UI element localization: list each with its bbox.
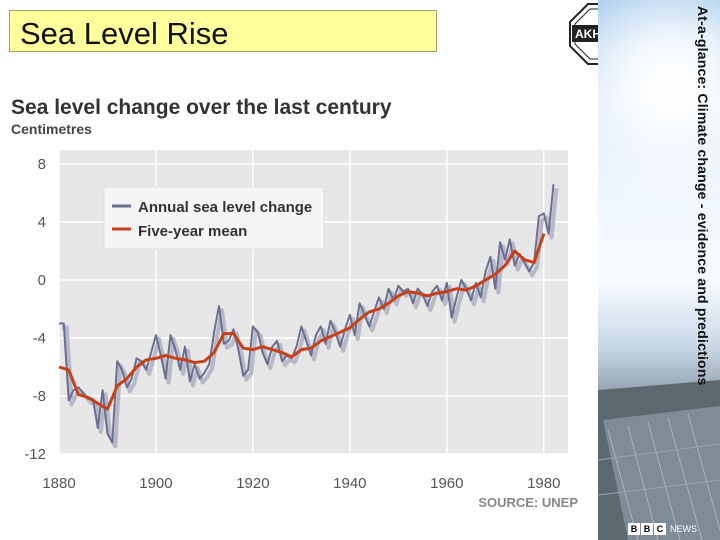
bbc-news-badge: B B C NEWS — [628, 519, 716, 536]
legend-label-mean: Five-year mean — [138, 223, 247, 240]
badge-word: NEWS — [670, 524, 697, 534]
ground-image — [598, 380, 720, 540]
x-tick-label: 1880 — [42, 475, 75, 492]
y-tick-label: 4 — [38, 214, 46, 231]
series-line-annual — [59, 184, 555, 444]
legend-box — [103, 186, 325, 250]
badge-letter: B — [641, 523, 653, 535]
legend-label-annual: Annual sea level change — [138, 199, 312, 216]
chart-title: Sea level change over the last century — [11, 96, 392, 119]
y-axis-label: Centimetres — [11, 121, 92, 137]
chart-legend: Annual sea level change Five-year mean — [103, 186, 325, 250]
x-tick-label: 1980 — [527, 475, 560, 492]
y-tick-labels: 8 4 0 -4 -8 -12 — [24, 156, 46, 463]
y-tick-label: -12 — [24, 446, 46, 463]
badge-letter: B — [628, 523, 640, 535]
slide-title: Sea Level Rise — [20, 16, 229, 51]
sea-level-chart: Sea level change over the last century C… — [11, 96, 578, 510]
y-tick-label: -8 — [33, 388, 46, 405]
y-tick-label: 8 — [38, 156, 46, 173]
sun-glare — [598, 0, 720, 300]
slide-title-box: Sea Level Rise — [9, 10, 437, 52]
y-tick-label: -4 — [33, 330, 46, 347]
x-tick-label: 1940 — [333, 475, 366, 492]
x-tick-labels: 1880 1900 1920 1940 1960 1980 — [42, 475, 560, 492]
x-tick-label: 1900 — [139, 475, 172, 492]
series-lines — [58, 184, 559, 449]
x-tick-label: 1960 — [430, 475, 463, 492]
side-caption: At-a-glance: Climate change - evidence a… — [695, 6, 719, 406]
side-caption-text: At-a-glance: Climate change - evidence a… — [695, 6, 711, 386]
x-tick-label: 1920 — [236, 475, 269, 492]
side-photo-panel — [598, 0, 720, 540]
chart-source: SOURCE: UNEP — [478, 495, 578, 510]
badge-letter: C — [654, 523, 666, 535]
y-tick-label: 0 — [38, 272, 46, 289]
series-line-mean — [58, 233, 546, 411]
